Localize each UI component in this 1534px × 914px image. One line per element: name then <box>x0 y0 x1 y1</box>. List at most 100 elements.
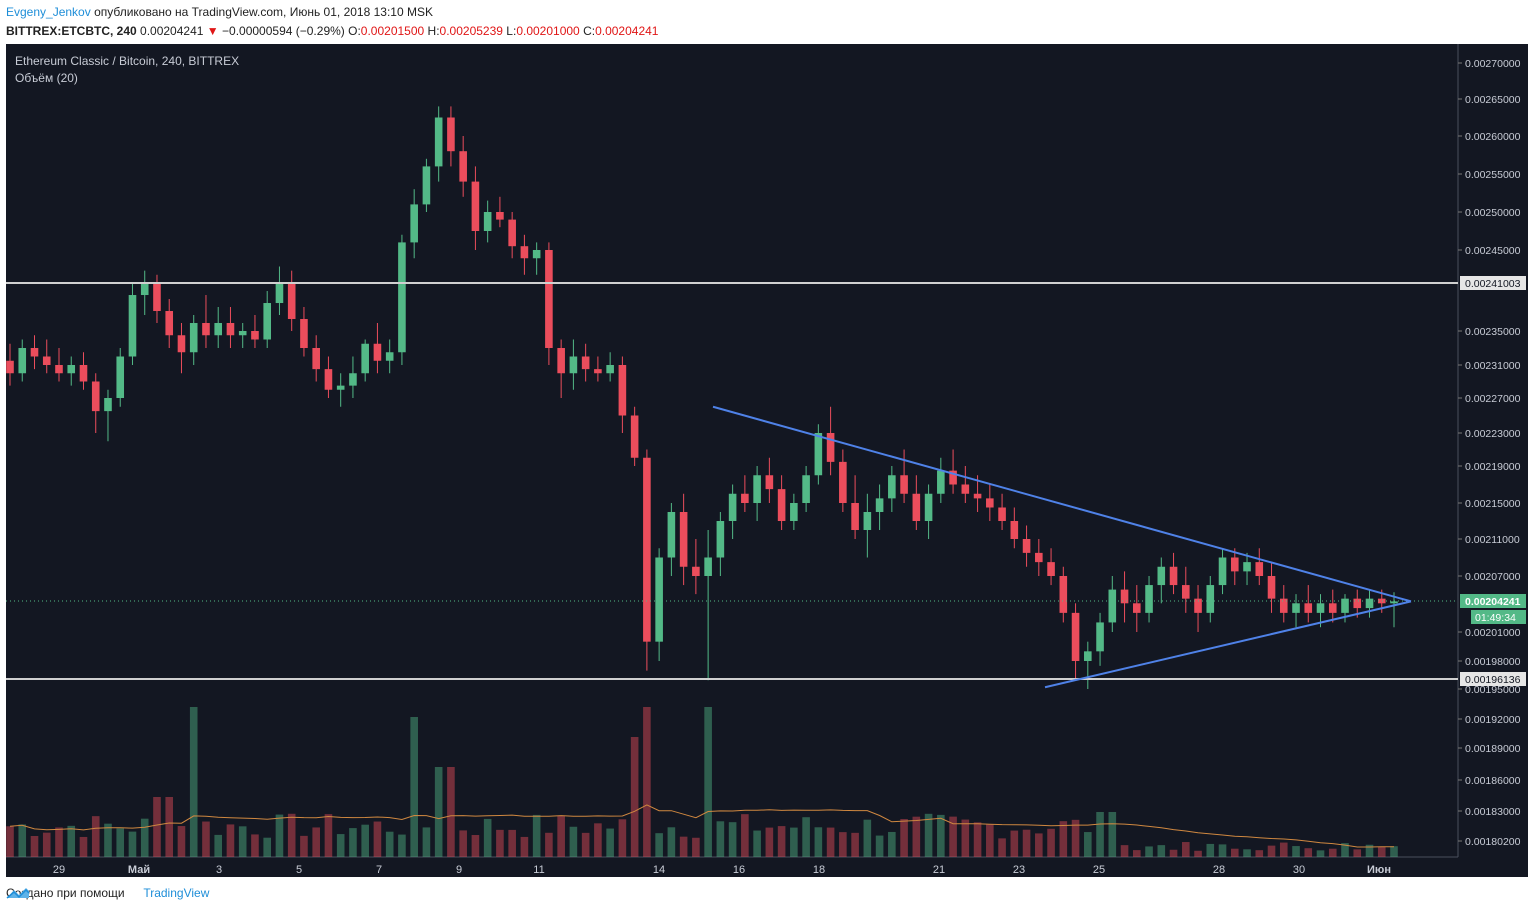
last-price-tag: 0.00204241 <box>1465 596 1521 608</box>
candle-body <box>1206 585 1215 613</box>
candle <box>67 356 76 386</box>
candle-body <box>1071 612 1080 661</box>
candle <box>361 339 369 382</box>
candle <box>545 242 553 365</box>
volume-bar <box>202 821 210 857</box>
candle <box>1132 585 1141 632</box>
candle <box>385 339 394 374</box>
time-tick-label: 14 <box>653 864 665 876</box>
publish-line: Evgeny_Jenkov опубликовано на TradingVie… <box>6 5 433 19</box>
volume-bar <box>1279 842 1288 857</box>
candle <box>336 373 345 407</box>
candle <box>912 475 921 530</box>
volume-bar <box>324 814 333 857</box>
volume-bar <box>875 835 884 857</box>
volume-bar <box>287 813 296 857</box>
price-tick-label: 0.00183000 <box>1465 806 1521 818</box>
volume-bar <box>189 707 198 857</box>
volume-bar <box>1157 845 1166 857</box>
time-tick-label: 30 <box>1293 864 1305 876</box>
volume-bar <box>765 827 774 857</box>
candle-body <box>1169 566 1178 586</box>
candle-body <box>42 356 51 365</box>
candle <box>104 389 112 442</box>
level-price-tag: 0.00196136 <box>1465 674 1521 686</box>
volume-bar <box>1328 848 1337 857</box>
price-tick-label: 0.00195000 <box>1465 684 1521 696</box>
candle <box>177 323 186 374</box>
candle <box>826 406 835 476</box>
candle-body <box>67 365 76 374</box>
candle-body <box>888 475 896 499</box>
volume-bar <box>716 821 725 857</box>
volume-bar <box>924 813 933 857</box>
candle-body <box>214 323 223 336</box>
close-value: 0.00204241 <box>595 24 659 38</box>
candle-body <box>324 369 333 390</box>
candle-body <box>1108 589 1117 623</box>
candle-body <box>349 373 357 386</box>
volume-bar <box>1206 843 1215 857</box>
candle <box>1035 539 1043 576</box>
candle <box>569 339 578 390</box>
volume-bar <box>1010 830 1019 857</box>
candle-body <box>508 219 516 247</box>
level-price-tag-bg <box>1460 672 1526 686</box>
candle <box>214 307 223 348</box>
candle-body <box>765 475 774 490</box>
volume-bar <box>655 833 663 857</box>
time-tick-label: 18 <box>813 864 825 876</box>
candle <box>1390 592 1398 628</box>
volume-bar <box>1071 819 1080 857</box>
candle <box>949 449 957 494</box>
volume-indicator-label[interactable]: Объём (20) <box>15 71 78 85</box>
price-tick-label: 0.00235000 <box>1465 326 1521 338</box>
volume-bar <box>569 826 578 857</box>
candle-body <box>116 356 125 398</box>
candle-body <box>704 557 712 576</box>
candle-body <box>655 557 663 642</box>
candle <box>1218 548 1227 595</box>
volume-bar <box>532 814 541 857</box>
candle <box>1267 562 1276 613</box>
candle <box>6 343 14 386</box>
candle <box>741 475 749 512</box>
volume-bar <box>1084 832 1092 857</box>
time-tick-label: 23 <box>1013 864 1025 876</box>
price-chart-svg[interactable]: 0.00270000 0.00265000 0.00260000 0.00255000… <box>6 44 1528 877</box>
down-arrow-icon: ▼ <box>206 24 219 38</box>
candle-body <box>177 335 186 353</box>
volume-bar <box>67 825 76 857</box>
candle-body <box>630 415 639 458</box>
high-label: H: <box>427 24 440 38</box>
candle <box>1145 576 1153 623</box>
volume-bar <box>1304 848 1313 857</box>
candle-body <box>18 348 27 374</box>
volume-bar <box>410 717 418 857</box>
candle-body <box>545 250 553 348</box>
tradingview-link[interactable]: TradingView <box>143 886 210 900</box>
candle <box>961 466 970 503</box>
candle-body <box>1230 557 1239 572</box>
time-tick-label: Июн <box>1367 864 1391 876</box>
candle-body <box>202 323 210 336</box>
candle-body <box>1194 598 1202 613</box>
author-link[interactable]: Evgeny_Jenkov <box>6 5 91 19</box>
candle-body <box>1304 603 1313 613</box>
candle-body <box>790 503 798 521</box>
volume-bar <box>581 832 590 857</box>
candle <box>263 291 272 348</box>
candle <box>728 484 737 539</box>
volume-bar <box>753 830 761 857</box>
candle <box>349 356 357 398</box>
chart-area[interactable]: 0.00270000 0.00265000 0.00260000 0.00255000… <box>6 44 1528 877</box>
candle-body <box>1059 576 1068 613</box>
candle <box>765 457 774 503</box>
candle-body <box>1022 539 1031 553</box>
candle <box>753 466 761 521</box>
volume-bar <box>459 830 467 857</box>
volume-bar <box>300 835 308 857</box>
candle <box>1328 589 1337 623</box>
candle <box>238 323 247 348</box>
candle-body <box>557 348 565 374</box>
